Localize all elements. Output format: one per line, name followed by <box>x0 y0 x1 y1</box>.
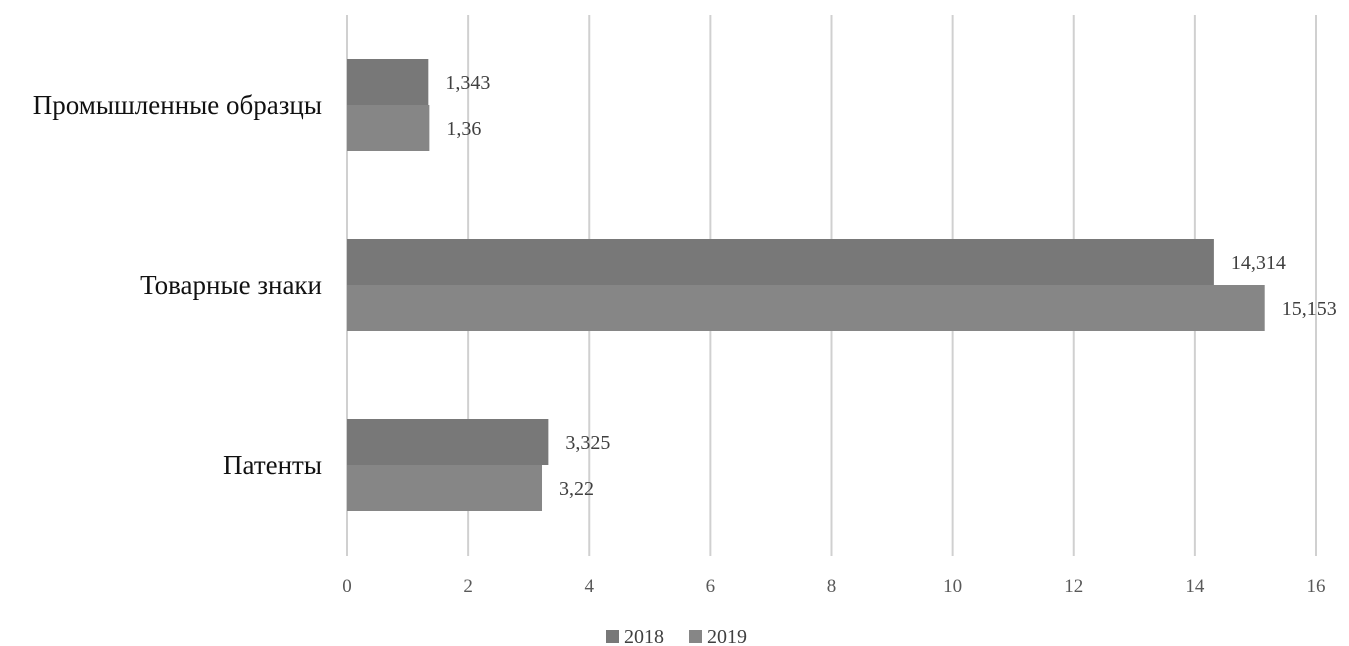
category-labels: Промышленные образцы Товарные знаки Патент… <box>33 90 322 480</box>
data-label: 1,343 <box>445 72 490 94</box>
data-label: 14,314 <box>1231 252 1286 274</box>
x-tick-label: 10 <box>943 576 962 597</box>
x-axis-ticks: 0 2 4 6 8 10 12 14 16 <box>342 576 1325 597</box>
x-tick-label: 6 <box>706 576 716 597</box>
data-label: 1,36 <box>446 118 481 140</box>
bar-2019-0 <box>347 105 430 151</box>
category-label: Патенты <box>223 450 322 480</box>
legend: 2018 2019 <box>606 626 747 646</box>
x-tick-label: 2 <box>463 576 473 597</box>
category-label: Товарные знаки <box>140 270 322 300</box>
data-label: 15,153 <box>1282 298 1337 320</box>
data-label: 3,325 <box>565 432 610 454</box>
bar-2019-2 <box>347 465 543 511</box>
x-tick-label: 8 <box>827 576 837 597</box>
x-tick-label: 12 <box>1064 576 1083 597</box>
x-tick-label: 4 <box>585 576 595 597</box>
legend-swatch-2019 <box>689 630 702 643</box>
legend-label: 2019 <box>707 626 747 646</box>
bar-2019-1 <box>347 285 1265 331</box>
x-tick-label: 16 <box>1307 576 1326 597</box>
x-tick-label: 14 <box>1185 576 1205 597</box>
data-labels: 1,343 14,314 3,325 1,36 15,153 3,22 <box>445 72 1336 500</box>
bars <box>347 59 1265 511</box>
category-label: Промышленные образцы <box>33 90 322 120</box>
bar-2018-2 <box>347 419 549 465</box>
x-tick-label: 0 <box>342 576 352 597</box>
legend-label: 2018 <box>624 626 664 646</box>
legend-swatch-2018 <box>606 630 619 643</box>
bar-2018-1 <box>347 239 1214 285</box>
data-label: 3,22 <box>559 478 594 500</box>
bar-2018-0 <box>347 59 429 105</box>
